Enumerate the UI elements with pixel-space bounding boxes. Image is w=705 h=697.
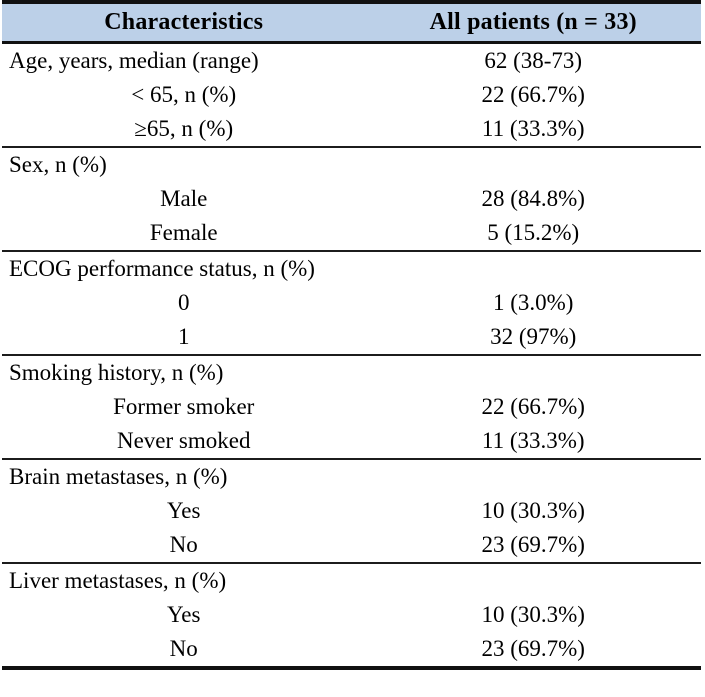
value-cell: [365, 458, 701, 494]
characteristic-cell: Former smoker: [113, 394, 255, 419]
table-row: Yes 10 (30.3%): [2, 494, 701, 528]
header-all-patients: All patients (n = 33): [365, 2, 701, 44]
header-row: Characteristics All patients (n = 33): [2, 2, 701, 44]
value-cell: 5 (15.2%): [487, 220, 580, 245]
characteristic-cell: Male: [160, 186, 208, 211]
table-row: Yes 10 (30.3%): [2, 598, 701, 632]
table-row: < 65, n (%) 22 (66.7%): [2, 78, 701, 112]
table-body: Age, years, median (range) 62 (38-73) < 65…: [2, 43, 701, 669]
table-row: Liver metastases, n (%): [2, 562, 701, 598]
value-cell: 11 (33.3%): [481, 428, 585, 453]
characteristic-cell: ≥65, n (%): [134, 116, 234, 141]
characteristic-cell: 0: [177, 290, 190, 315]
characteristics-table: Characteristics All patients (n = 33) Ag…: [2, 0, 701, 670]
patient-characteristics-table: Characteristics All patients (n = 33) Ag…: [2, 0, 701, 670]
characteristic-cell: 1: [177, 324, 190, 349]
characteristic-cell: Age, years, median (range): [9, 48, 259, 73]
table-row: Age, years, median (range) 62 (38-73): [2, 43, 701, 79]
value-cell: 32 (97%): [490, 324, 577, 349]
characteristic-cell: No: [169, 532, 198, 557]
characteristic-cell: Smoking history, n (%): [2, 354, 366, 390]
value-cell: 62 (38-73): [484, 48, 583, 73]
table-row: No 23 (69.7%): [2, 632, 701, 668]
table-row: Female 5 (15.2%): [2, 216, 701, 251]
characteristic-cell: Yes: [167, 498, 201, 523]
value-cell: 22 (66.7%): [481, 394, 585, 419]
value-cell: [365, 354, 701, 390]
table-row: Never smoked 11 (33.3%): [2, 424, 701, 459]
table-row: Former smoker 22 (66.7%): [2, 390, 701, 424]
table-header: Characteristics All patients (n = 33): [2, 2, 701, 44]
value-cell: 1 (3.0%): [492, 290, 574, 315]
table-row: No 23 (69.7%): [2, 528, 701, 563]
table-row: Brain metastases, n (%): [2, 458, 701, 494]
header-characteristics: Characteristics: [2, 2, 366, 44]
table-row: 0 1 (3.0%): [2, 286, 701, 320]
characteristic-cell: Yes: [167, 602, 201, 627]
characteristic-cell: < 65, n (%): [131, 82, 237, 107]
value-cell: 10 (30.3%): [481, 498, 585, 523]
value-cell: 23 (69.7%): [481, 636, 585, 661]
value-cell: 23 (69.7%): [481, 532, 585, 557]
value-cell: [365, 562, 701, 598]
value-cell: [365, 250, 701, 286]
value-cell: 10 (30.3%): [481, 602, 585, 627]
characteristic-cell: Never smoked: [116, 428, 251, 453]
value-cell: 28 (84.8%): [481, 186, 585, 211]
table-row: Sex, n (%): [2, 146, 701, 182]
value-cell: [365, 146, 701, 182]
value-cell: 11 (33.3%): [481, 116, 585, 141]
characteristic-cell: No: [169, 636, 198, 661]
characteristic-cell: Female: [149, 220, 218, 245]
value-cell: 22 (66.7%): [481, 82, 585, 107]
characteristic-cell: ECOG performance status, n (%): [2, 250, 366, 286]
characteristic-cell: Sex, n (%): [2, 146, 366, 182]
table-row: ≥65, n (%) 11 (33.3%): [2, 112, 701, 147]
table-row: Smoking history, n (%): [2, 354, 701, 390]
table-row: 1 32 (97%): [2, 320, 701, 355]
table-row: Male 28 (84.8%): [2, 182, 701, 216]
characteristic-cell: Brain metastases, n (%): [2, 458, 366, 494]
characteristic-cell: Liver metastases, n (%): [2, 562, 366, 598]
table-row: ECOG performance status, n (%): [2, 250, 701, 286]
